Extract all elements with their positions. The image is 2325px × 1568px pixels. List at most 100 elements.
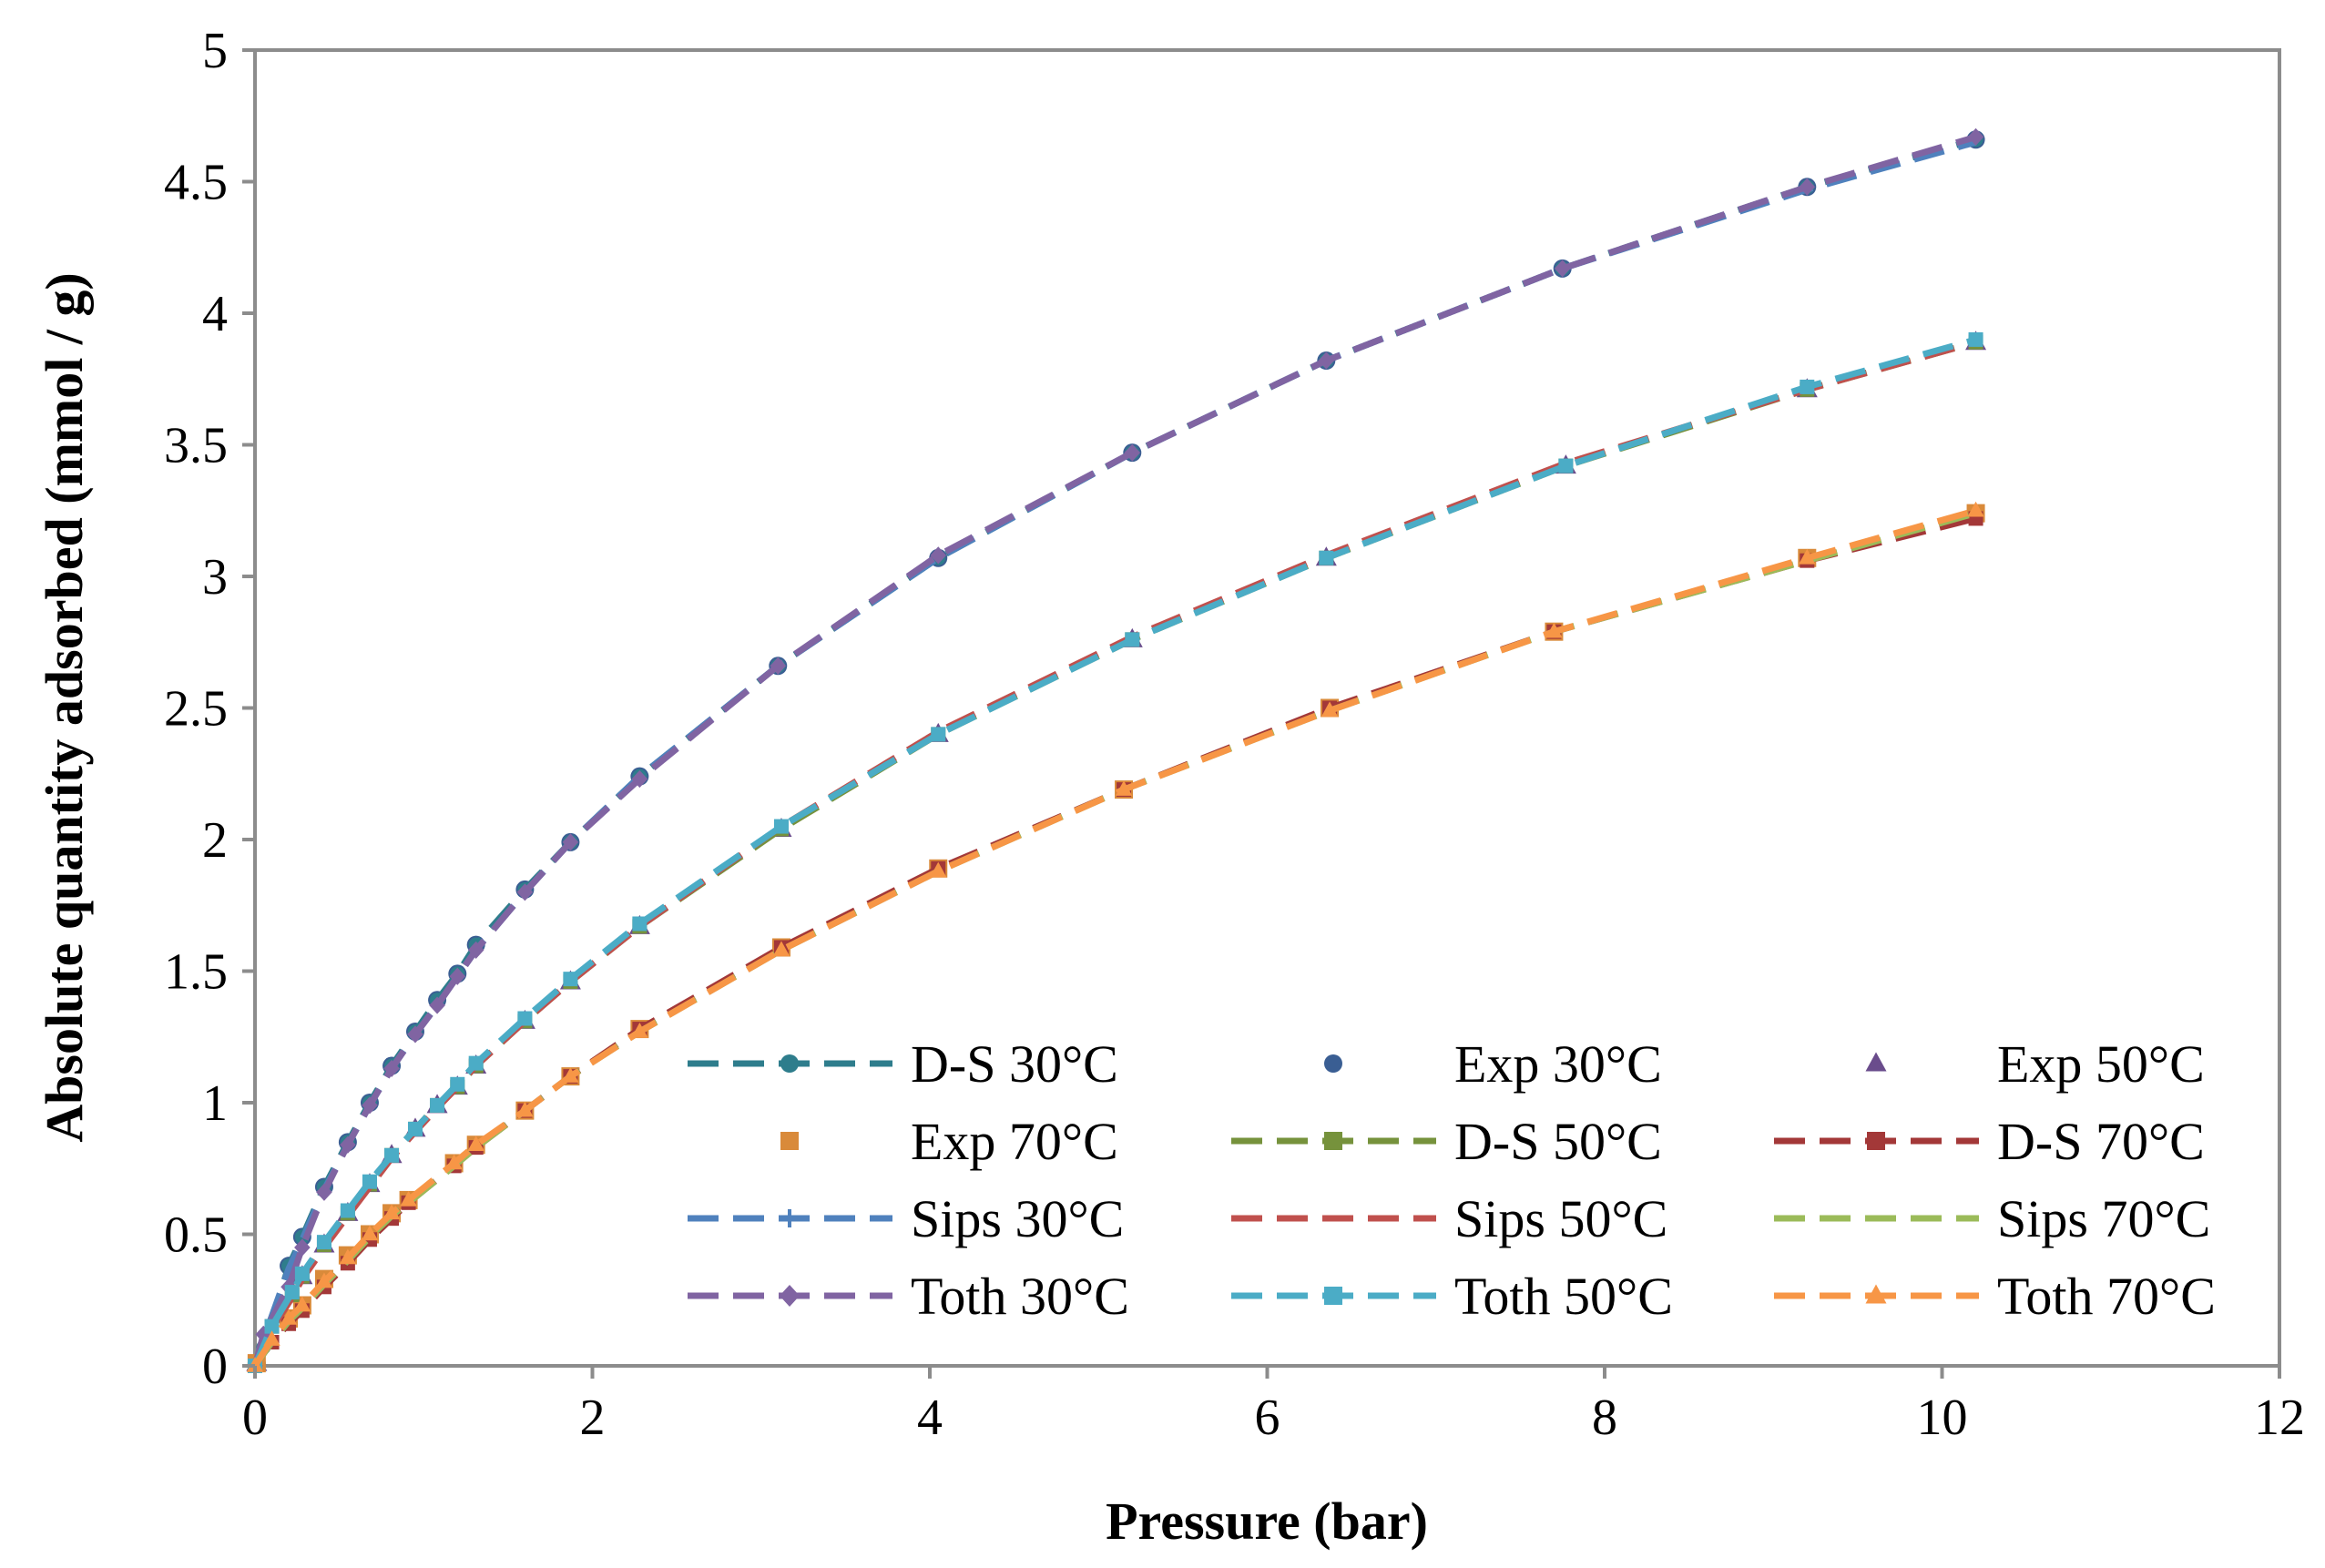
data-point-toth-30-c [1124, 443, 1141, 462]
legend-label-d-s-30-c: D-S 30°C [911, 1034, 1118, 1094]
y-tick-label: 3.5 [164, 418, 228, 474]
legend-entry-sips-70-c: Sips 70°C [1774, 1189, 2210, 1248]
data-point-toth-50-c [632, 916, 648, 932]
data-point-toth-50-c [931, 727, 946, 742]
data-point-toth-70-c [382, 1204, 401, 1220]
data-point-toth-70-c [361, 1225, 379, 1241]
y-tick-label: 2 [202, 812, 228, 869]
legend-marker-sips-50-c [1324, 1216, 1342, 1221]
data-point-toth-70-c [1115, 780, 1133, 796]
data-point-toth-70-c [339, 1248, 357, 1265]
data-point-toth-30-c [516, 883, 534, 901]
data-point-toth-30-c [562, 833, 579, 851]
y-tick-label: 4.5 [164, 155, 228, 211]
legend-entry-d-s-50-c: D-S 50°C [1231, 1112, 1662, 1171]
legend-label-toth-30-c: Toth 30°C [911, 1267, 1129, 1326]
plot-area [253, 48, 2281, 1368]
x-tick-label: 4 [917, 1390, 943, 1446]
legend-label-d-s-70-c: D-S 70°C [1997, 1112, 2205, 1171]
legend-label-exp-50-c: Exp 50°C [1997, 1034, 2205, 1094]
legend-entry-toth-30-c: Toth 30°C [688, 1267, 1129, 1326]
axis-layer: 0 2 4 6 8 10 12 0 0.5 1 1.5 2 2.5 3 3.5 4 4.5 5 [164, 23, 2305, 1446]
data-point-toth-50-c [362, 1174, 377, 1189]
legend-marker-exp-30-c [1324, 1054, 1342, 1073]
y-tick-label: 5 [202, 23, 228, 79]
data-point-toth-70-c [280, 1308, 298, 1325]
data-point-toth-70-c [1321, 701, 1339, 718]
data-point-toth-70-c [400, 1190, 417, 1207]
data-point-toth-30-c [294, 1238, 311, 1257]
data-point-toth-50-c [1558, 458, 1574, 473]
data-point-toth-50-c [1800, 379, 1815, 394]
data-point-toth-70-c [631, 1022, 648, 1038]
y-tick-label: 3 [202, 549, 228, 606]
series-line-toth-30-c [251, 134, 1977, 1367]
legend-label-exp-70-c: Exp 70°C [911, 1112, 1118, 1171]
legend-marker-sips-70-c [1867, 1216, 1885, 1221]
data-point-toth-50-c [430, 1097, 445, 1113]
x-tick-label: 2 [580, 1390, 606, 1446]
legend-entry-d-s-70-c: D-S 70°C [1774, 1112, 2205, 1171]
legend-entry-exp-50-c: Exp 50°C [1865, 1034, 2205, 1094]
data-point-toth-70-c [562, 1067, 579, 1083]
data-point-toth-30-c [449, 967, 466, 985]
legend-marker-exp-70-c [780, 1132, 799, 1150]
data-point-toth-30-c [316, 1183, 332, 1201]
legend-entry-toth-50-c: Toth 50°C [1231, 1267, 1673, 1326]
legend-marker-toth-50-c [1324, 1287, 1342, 1305]
series-toth-70-c [246, 501, 1984, 1372]
y-tick-label: 1 [202, 1075, 228, 1132]
data-point-toth-50-c [294, 1266, 310, 1281]
y-tick-label: 4 [202, 286, 228, 342]
data-point-toth-70-c [315, 1272, 333, 1288]
data-point-toth-50-c [384, 1147, 400, 1163]
x-tick-label: 0 [242, 1390, 268, 1446]
legend: D-S 30°C Exp 30°C Exp 50°C Exp 70°C D-S 50°C… [688, 1034, 2216, 1326]
data-point-toth-30-c [362, 1096, 378, 1115]
series-toth-50-c [248, 331, 1983, 1373]
data-point-toth-30-c [467, 941, 484, 959]
y-tick-label: 0 [202, 1339, 228, 1395]
legend-entry-sips-30-c: Sips 30°C [688, 1189, 1124, 1248]
legend-marker-d-s-30-c [780, 1054, 799, 1073]
legend-entry-toth-70-c: Toth 70°C [1774, 1267, 2216, 1326]
data-point-toth-50-c [517, 1011, 533, 1026]
data-point-toth-70-c [1799, 548, 1816, 565]
series-toth-30-c [247, 127, 1984, 1375]
legend-entry-d-s-30-c: D-S 30°C [688, 1034, 1118, 1094]
data-point-toth-50-c [1968, 331, 1983, 347]
y-tick-label: 1.5 [164, 944, 228, 1001]
data-point-toth-30-c [930, 546, 947, 565]
data-point-toth-30-c [429, 996, 445, 1014]
data-point-toth-50-c [284, 1285, 300, 1300]
x-tick-label: 10 [1917, 1390, 1968, 1446]
data-point-toth-70-c [467, 1135, 484, 1152]
data-point-toth-70-c [445, 1154, 463, 1170]
legend-marker-toth-30-c [780, 1285, 800, 1307]
data-point-toth-50-c [1125, 632, 1140, 647]
data-point-toth-70-c [930, 861, 947, 878]
data-point-toth-50-c [450, 1076, 465, 1092]
data-point-toth-70-c [1545, 622, 1563, 638]
legend-marker-toth-70-c [1865, 1284, 1887, 1304]
legend-entry-exp-70-c: Exp 70°C [780, 1112, 1118, 1171]
legend-label-sips-50-c: Sips 50°C [1454, 1189, 1667, 1248]
legend-label-sips-30-c: Sips 30°C [911, 1189, 1124, 1248]
legend-label-sips-70-c: Sips 70°C [1997, 1189, 2210, 1248]
y-axis-title: Absolute quantity adsorbed (mmol / g) [35, 272, 94, 1142]
data-point-toth-50-c [264, 1319, 280, 1334]
data-point-toth-30-c [1799, 178, 1816, 196]
legend-entry-exp-30-c: Exp 30°C [1324, 1034, 1662, 1094]
data-point-toth-30-c [340, 1135, 356, 1154]
data-point-toth-70-c [263, 1330, 280, 1346]
legend-label-d-s-50-c: D-S 50°C [1454, 1112, 1662, 1171]
legend-entry-sips-50-c: Sips 50°C [1231, 1189, 1667, 1248]
x-tick-label: 12 [2254, 1390, 2305, 1446]
data-point-toth-30-c [770, 657, 787, 675]
data-point-toth-50-c [563, 972, 578, 987]
legend-marker-d-s-70-c [1867, 1132, 1885, 1150]
series-layer [246, 127, 1987, 1375]
data-point-toth-70-c [293, 1296, 311, 1312]
data-point-toth-30-c [631, 769, 648, 789]
data-point-toth-50-c [340, 1203, 355, 1218]
